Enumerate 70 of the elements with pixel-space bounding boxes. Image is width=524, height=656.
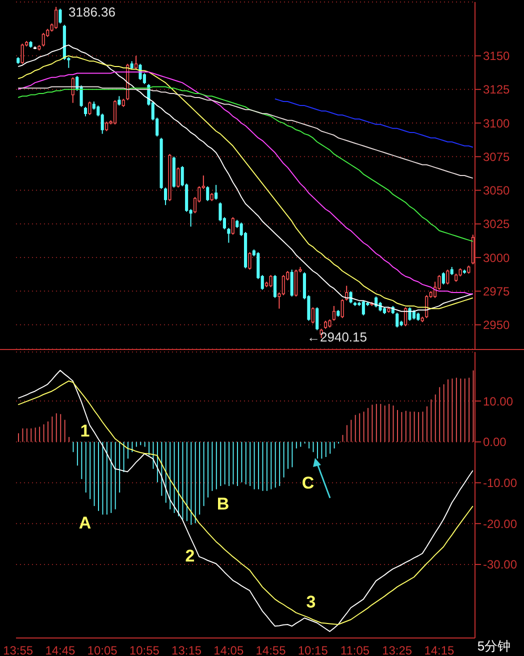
y-tick-label: -30.00	[483, 558, 518, 572]
annotation: 3186.36	[68, 4, 116, 20]
candlestick	[84, 106, 88, 117]
x-tick-label: 13:15	[172, 644, 202, 656]
candlestick	[113, 100, 117, 125]
candlestick	[282, 274, 285, 296]
candlestick	[311, 306, 314, 324]
candlestick	[231, 216, 234, 236]
text: 5分钟	[477, 638, 511, 654]
candlestick	[446, 269, 450, 285]
candlestick	[134, 55, 138, 70]
x-tick-label: 10:15	[298, 644, 328, 656]
y-tick-label: -10.00	[483, 476, 518, 490]
y-tick-label: 3000	[483, 250, 510, 265]
candlestick	[404, 306, 408, 327]
candlestick	[340, 298, 344, 319]
candlestick	[362, 300, 365, 316]
y-tick-label: 3150	[483, 49, 510, 64]
candlestick	[206, 186, 210, 202]
annotation: A	[78, 514, 92, 532]
y-tick-label: 0.00	[483, 435, 507, 450]
x-tick-label: 14:45	[45, 644, 76, 656]
y-tick-label: 3025	[483, 217, 510, 232]
x-tick-label: 13:25	[382, 644, 412, 656]
annotation: 1	[80, 422, 90, 440]
candlestick	[332, 305, 336, 322]
candlestick	[54, 6, 58, 30]
candlestick	[227, 227, 230, 244]
y-tick-label: -20.00	[483, 516, 518, 531]
candlestick	[88, 101, 92, 116]
y-tick-label: 2975	[483, 284, 510, 298]
x-tick-label: 11:05	[340, 644, 370, 656]
candlestick	[316, 306, 319, 331]
candlestick	[412, 309, 416, 320]
candlestick	[269, 274, 272, 288]
annotation: 3	[306, 592, 316, 612]
y-tick-label: 3100	[483, 116, 510, 130]
x-tick-label: 14:15	[424, 644, 455, 656]
candlestick	[164, 187, 168, 206]
y-tick-label: 3075	[483, 150, 510, 164]
candlestick	[248, 252, 252, 270]
x-tick-label: 14:55	[256, 644, 286, 656]
candlestick	[273, 274, 277, 298]
candlestick	[58, 8, 62, 24]
x-tick-label: 14:05	[214, 644, 244, 656]
candlestick	[138, 63, 142, 81]
candlestick	[425, 294, 428, 319]
y-tick-label: 2950	[483, 318, 510, 332]
candlestick	[42, 32, 45, 47]
candlestick	[396, 312, 399, 328]
y-tick-label: 10.00	[483, 394, 514, 408]
annotation: B	[216, 494, 230, 514]
annotation: ←2940.15	[307, 330, 367, 344]
y-tick-label: 3125	[483, 82, 510, 97]
annotation: C	[302, 474, 314, 492]
candlestick	[214, 184, 218, 200]
candlestick	[118, 96, 121, 106]
candlestick	[349, 290, 352, 304]
x-tick-label: 10:05	[87, 644, 118, 656]
candlestick	[408, 306, 412, 322]
candlestick	[290, 269, 294, 298]
annotation: 2	[185, 546, 195, 566]
x-tick-label: 13:55	[3, 644, 34, 656]
x-tick-label: 10:55	[129, 644, 160, 656]
candlestick	[176, 166, 180, 188]
y-tick-label: 3050	[483, 184, 510, 198]
candlestick	[20, 43, 24, 64]
candlestick	[105, 121, 108, 132]
line-series	[274, 98, 474, 148]
candlestick	[442, 272, 445, 285]
